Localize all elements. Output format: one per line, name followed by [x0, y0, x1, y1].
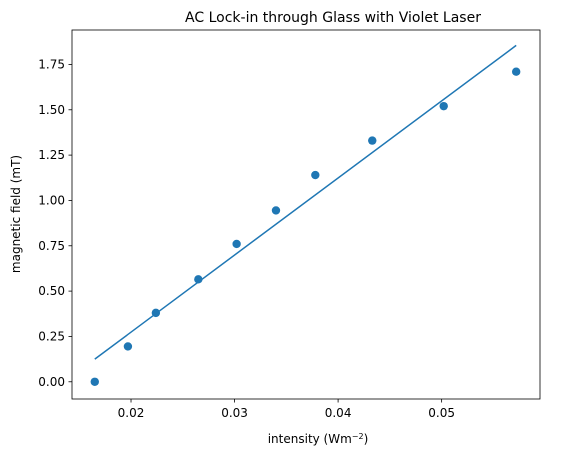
y-tick-label: 1.50 [38, 103, 65, 117]
data-point [311, 171, 319, 179]
data-point [194, 275, 202, 283]
y-tick-label: 0.25 [38, 329, 65, 343]
data-point [91, 378, 99, 386]
chart-title: AC Lock-in through Glass with Violet Las… [185, 10, 481, 26]
x-tick-label: 0.05 [428, 406, 455, 420]
data-point [512, 68, 520, 76]
data-point [152, 309, 160, 317]
y-tick-label: 1.00 [38, 193, 65, 207]
x-tick-label: 0.03 [221, 406, 248, 420]
data-point [368, 136, 376, 144]
y-tick-label: 0.00 [38, 375, 65, 389]
y-tick-label: 0.75 [38, 239, 65, 253]
x-tick-label: 0.04 [325, 406, 352, 420]
data-point [124, 342, 132, 350]
data-point [232, 240, 240, 248]
y-tick-label: 1.25 [38, 148, 65, 162]
data-point [440, 102, 448, 110]
y-axis-label: magnetic field (mT) [9, 155, 23, 273]
y-tick-label: 0.50 [38, 284, 65, 298]
y-tick-label: 1.75 [38, 57, 65, 71]
x-tick-label: 0.02 [118, 406, 145, 420]
data-point [272, 206, 280, 214]
